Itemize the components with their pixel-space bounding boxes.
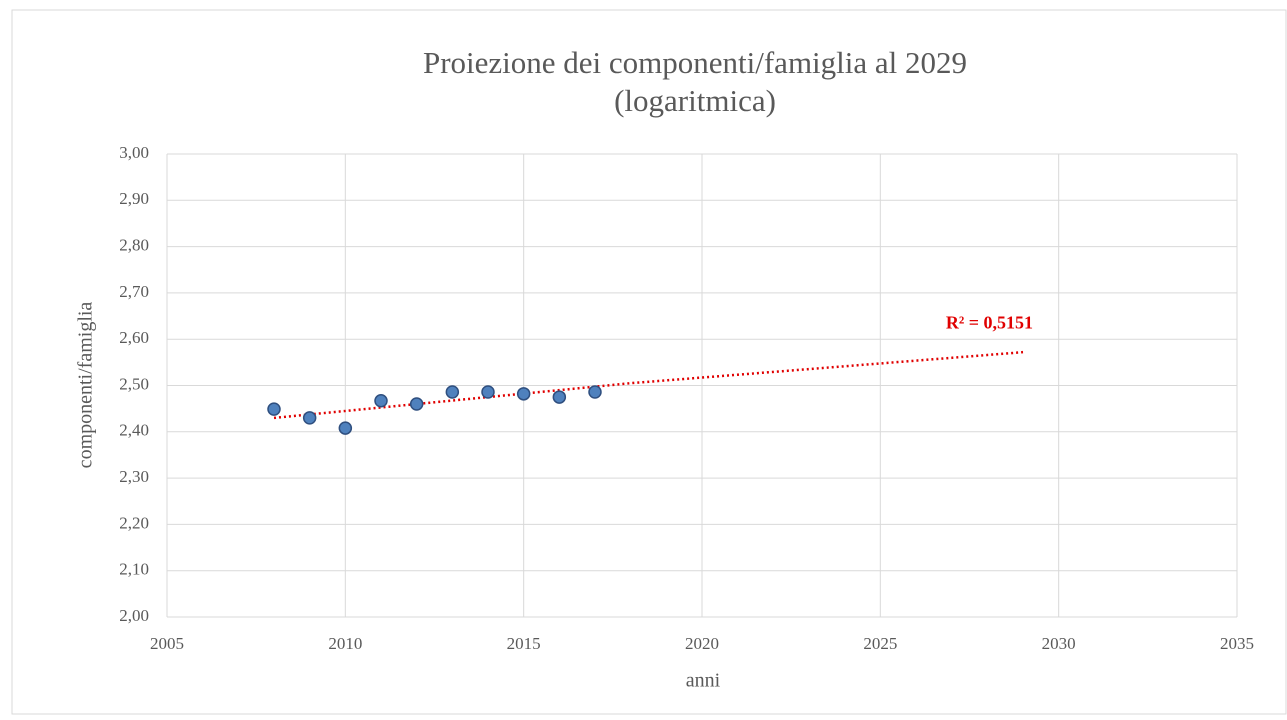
point <box>374 394 388 408</box>
grid <box>166 153 1238 618</box>
y-tick-label: 2,70 <box>119 282 149 301</box>
x-tick-label: 2030 <box>1042 634 1076 653</box>
chart-subtitle: (logaritmica) <box>614 83 776 118</box>
x-tick-label: 2005 <box>150 634 184 653</box>
x-tick-label: 2010 <box>328 634 362 653</box>
chart-border <box>11 9 1287 715</box>
y-tick-label: 3,00 <box>119 143 149 162</box>
y-tick-label: 2,50 <box>119 374 149 393</box>
point <box>302 411 317 425</box>
y-tick-label: 2,00 <box>119 606 149 625</box>
x-tick-label: 2035 <box>1220 634 1254 653</box>
trendline <box>273 350 1024 420</box>
y-tick-label: 2,10 <box>119 560 149 579</box>
point <box>409 397 424 411</box>
x-tick-label: 2020 <box>685 634 719 653</box>
x-tick-label: 2015 <box>507 634 541 653</box>
point <box>445 385 460 399</box>
y-tick-label: 2,30 <box>119 467 149 486</box>
y-tick-label: 2,60 <box>119 328 149 347</box>
y-tick-label: 2,40 <box>119 421 149 440</box>
x-axis-label: anni <box>686 670 721 692</box>
y-axis-label: componenti/famiglia <box>75 302 97 469</box>
point <box>516 387 531 401</box>
y-tick-label: 2,80 <box>119 236 149 255</box>
annotation: R² = 0,5151 <box>946 312 1033 332</box>
point <box>267 402 281 416</box>
x-tick-label: 2025 <box>863 634 897 653</box>
point <box>338 421 353 435</box>
chart-title: Proiezione dei componenti/famiglia al 20… <box>423 45 967 80</box>
point <box>588 385 602 399</box>
point <box>481 385 495 399</box>
marks <box>267 350 1024 435</box>
y-tick-label: 2,90 <box>119 189 149 208</box>
point <box>552 390 567 404</box>
y-tick-label: 2,20 <box>119 513 149 532</box>
